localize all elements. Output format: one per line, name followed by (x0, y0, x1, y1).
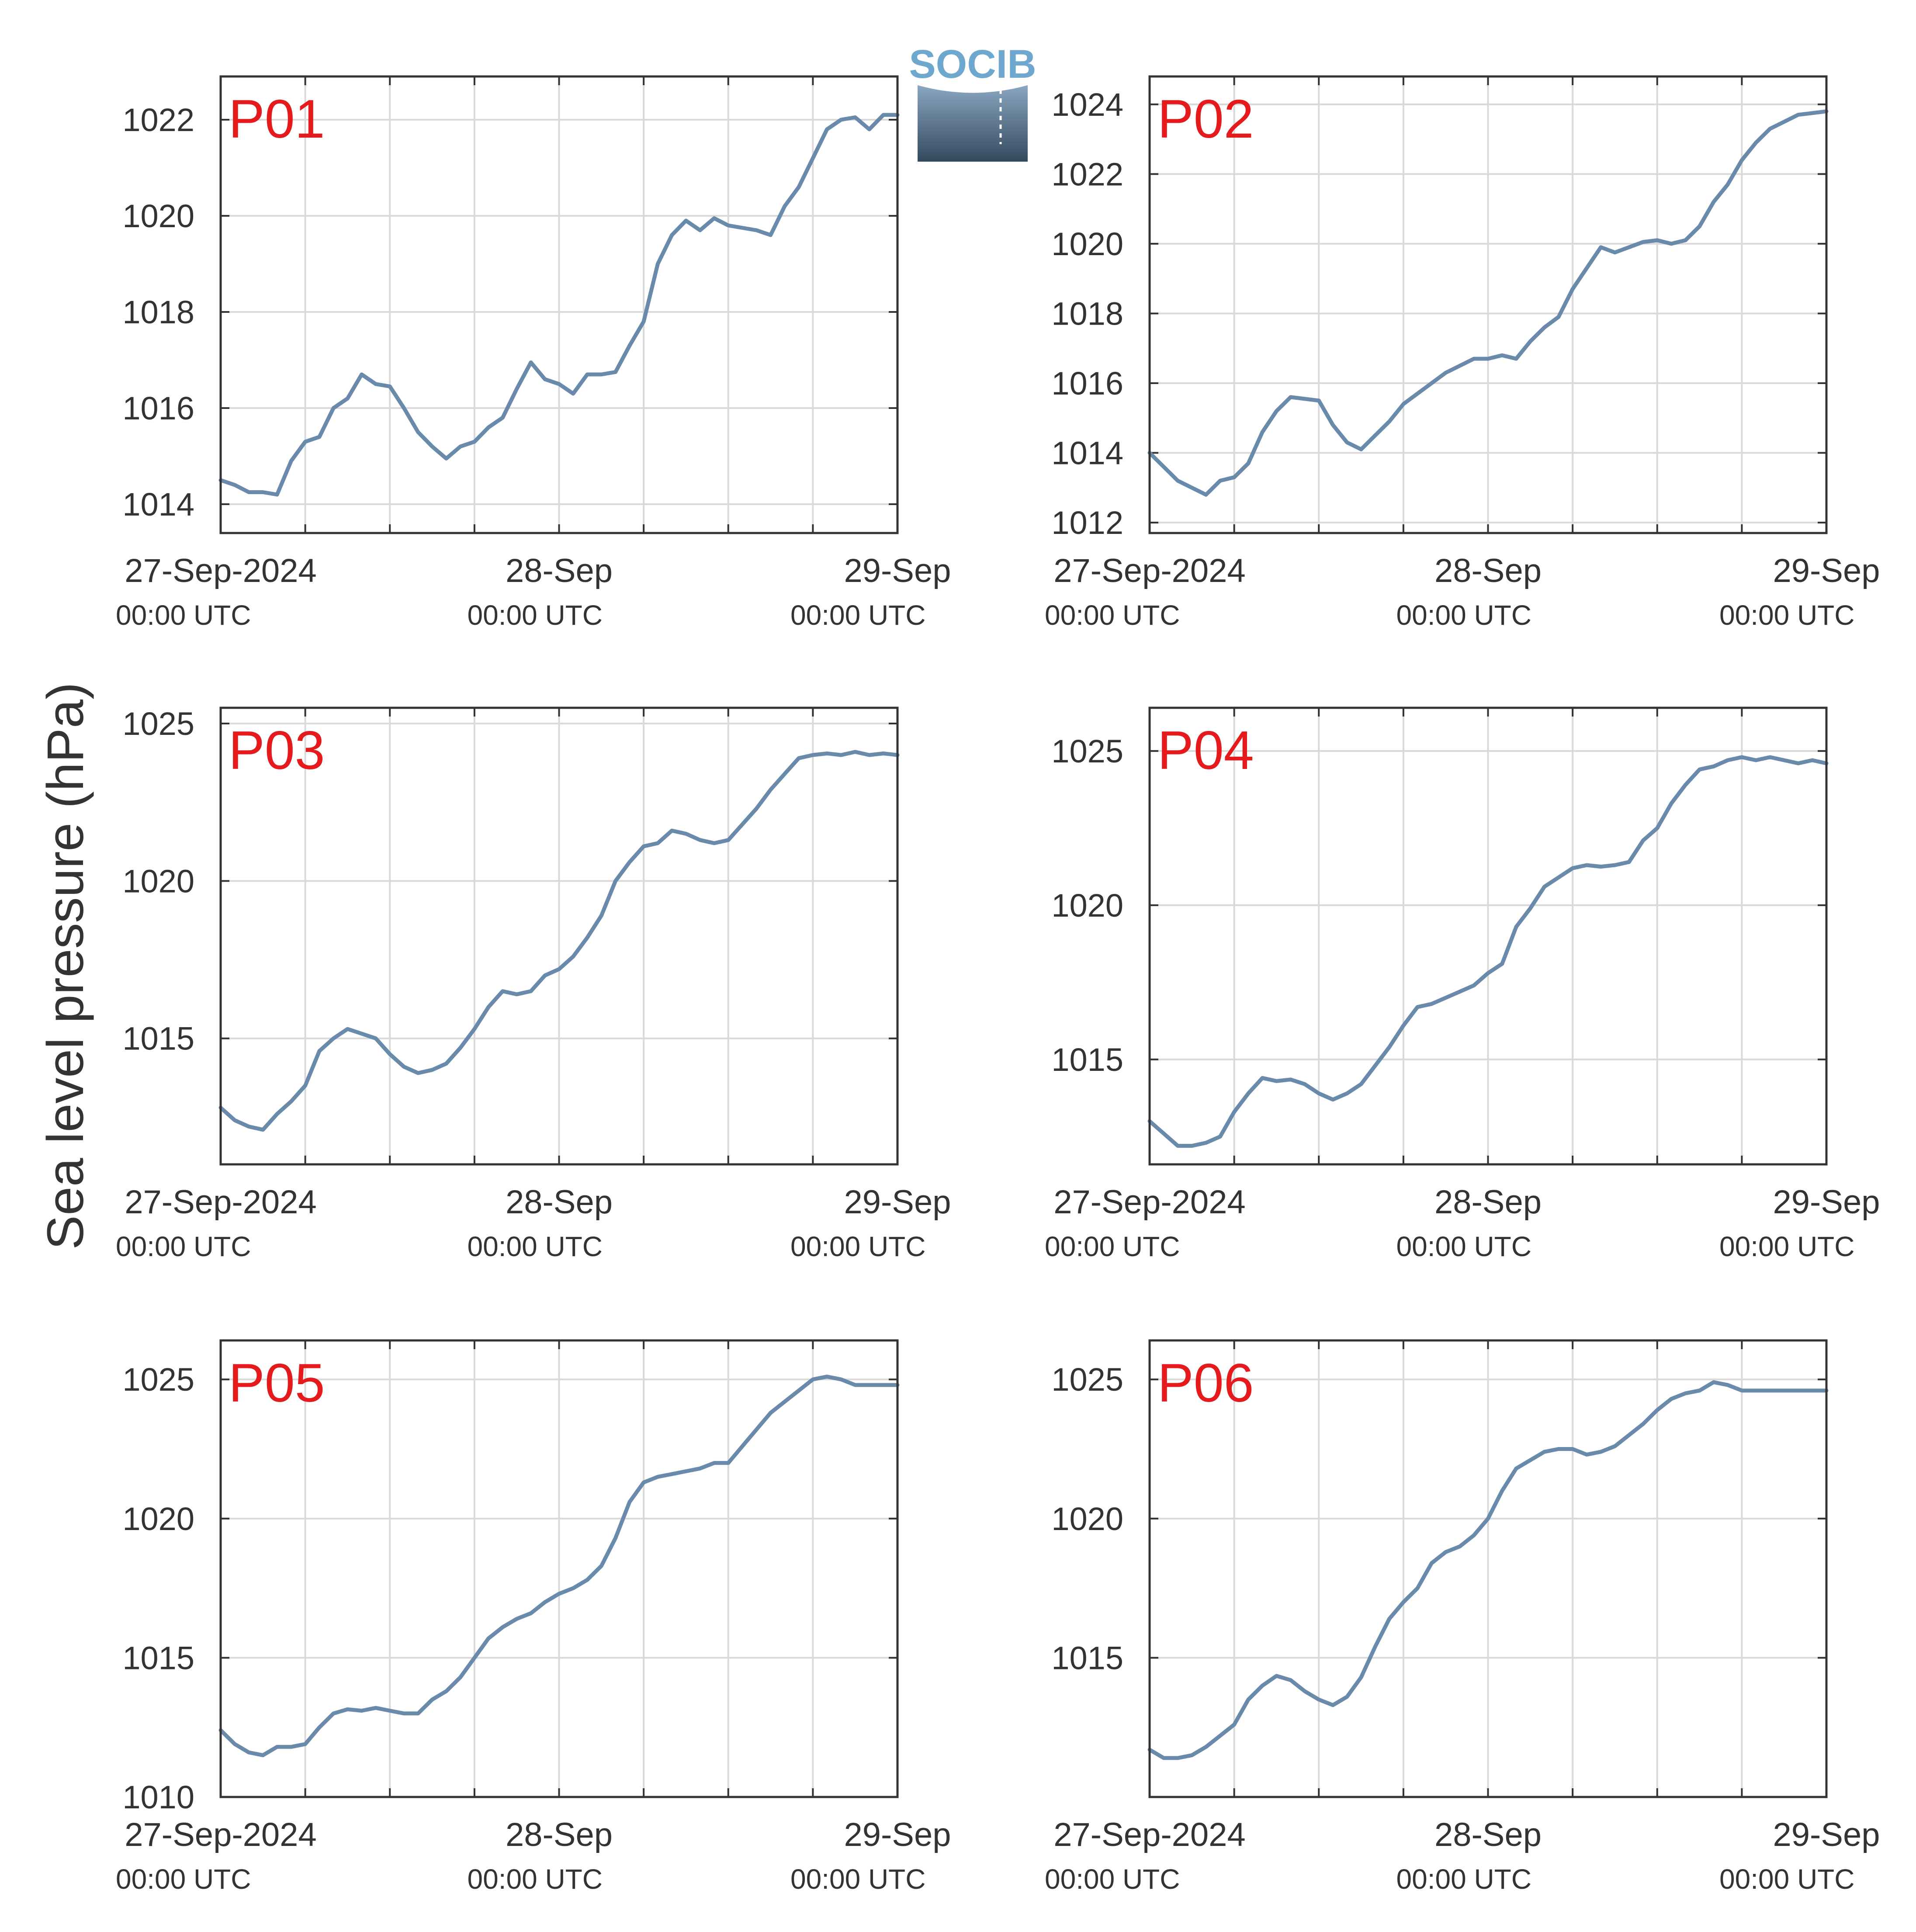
panel-p04: 1015 1020 1025 P04 27-Sep-2024 00:00 UTC 28-Se… (1045, 706, 1880, 1262)
y-tick-label: 1020 (122, 1501, 194, 1537)
panel-p06: 1015 1020 1025 P06 27-Sep-2024 00:00 UTC 28-Se… (1045, 1339, 1880, 1895)
plot-frame (219, 706, 899, 1166)
y-tick-label: 1024 (1051, 87, 1123, 123)
y-axis-label: Sea level pressure (hPa) (37, 682, 94, 1250)
x-tick-sublabel: 00:00 UTC (1045, 599, 1180, 631)
y-tick-label: 1015 (1051, 1640, 1123, 1676)
y-tick-label: 1014 (1051, 435, 1123, 471)
x-tick-sublabel: 00:00 UTC (1719, 1231, 1854, 1262)
y-tick-label: 1022 (1051, 156, 1123, 192)
x-tick-sublabel: 00:00 UTC (1045, 1863, 1180, 1895)
series-line (1147, 1380, 1829, 1760)
x-tick-label: 27-Sep-2024 (125, 1816, 316, 1853)
x-tick-sublabel: 00:00 UTC (468, 599, 603, 631)
panel-title: P04 (1157, 720, 1254, 781)
series-line (1147, 109, 1829, 497)
y-tick-label: 1025 (1051, 733, 1123, 769)
series-line (1147, 755, 1829, 1148)
plot-frame (219, 1339, 899, 1798)
panels: 1014 1016 1018 1020 1022 P01 27-Sep-2024 00:00 … (116, 75, 1880, 1895)
x-tick-sublabel: 00:00 UTC (1396, 1231, 1531, 1262)
y-tick-label: 1012 (1051, 505, 1123, 541)
x-tick-label: 29-Sep (844, 1816, 951, 1853)
y-tick-label: 1016 (1051, 365, 1123, 402)
panel-p01: 1014 1016 1018 1020 1022 P01 27-Sep-2024 00:00 … (116, 75, 951, 631)
x-tick-label: 28-Sep (506, 1184, 613, 1221)
y-tick-label: 1020 (1051, 1501, 1123, 1537)
x-tick-label: 27-Sep-2024 (1053, 1816, 1245, 1853)
x-tick-label: 28-Sep (506, 552, 613, 589)
x-tick-sublabel: 00:00 UTC (790, 1863, 925, 1895)
x-tick-label: 28-Sep (1434, 552, 1542, 589)
x-tick-sublabel: 00:00 UTC (468, 1231, 603, 1262)
panel-p02: 1012 1014 1016 1018 1020 1022 1024 P02 27-Sep-20… (1045, 75, 1880, 631)
y-tick-label: 1015 (122, 1021, 194, 1057)
y-tick-label: 1015 (1051, 1042, 1123, 1078)
x-tick-label: 28-Sep (506, 1816, 613, 1853)
x-tick-sublabel: 00:00 UTC (116, 1231, 251, 1262)
x-tick-sublabel: 00:00 UTC (1719, 599, 1854, 631)
x-tick-sublabel: 00:00 UTC (1719, 1863, 1854, 1895)
logo-wave-shape (918, 85, 1028, 162)
y-tick-label: 1022 (122, 102, 194, 138)
series-line (218, 113, 900, 497)
y-tick-label: 1014 (122, 486, 194, 523)
series-line (218, 1375, 900, 1757)
y-tick-label: 1020 (122, 863, 194, 899)
x-tick-label: 29-Sep (844, 552, 951, 589)
y-tick-label: 1010 (122, 1779, 194, 1815)
plot-frame (1148, 75, 1828, 534)
y-tick-label: 1025 (122, 706, 194, 742)
y-tick-label: 1018 (122, 294, 194, 330)
x-tick-sublabel: 00:00 UTC (790, 599, 925, 631)
series-line (218, 750, 900, 1132)
x-tick-label: 29-Sep (1773, 1184, 1880, 1221)
plot-frame (1148, 706, 1828, 1166)
socib-logo: SOCIB (909, 42, 1036, 162)
panel-title: P05 (229, 1353, 325, 1413)
plot-frame (1148, 1339, 1828, 1798)
x-tick-sublabel: 00:00 UTC (116, 599, 251, 631)
x-tick-label: 27-Sep-2024 (1053, 552, 1245, 589)
x-tick-label: 28-Sep (1434, 1184, 1542, 1221)
x-tick-sublabel: 00:00 UTC (790, 1231, 925, 1262)
x-tick-sublabel: 00:00 UTC (116, 1863, 251, 1895)
x-tick-sublabel: 00:00 UTC (1396, 599, 1531, 631)
y-tick-label: 1018 (1051, 295, 1123, 332)
x-tick-sublabel: 00:00 UTC (1396, 1863, 1531, 1895)
y-tick-label: 1025 (122, 1361, 194, 1398)
y-tick-label: 1020 (1051, 887, 1123, 924)
panel-p03: 1015 1020 1025 P03 27-Sep-2024 00:00 UTC 28-Se… (116, 706, 951, 1262)
panel-title: P03 (229, 720, 325, 781)
y-tick-label: 1015 (122, 1640, 194, 1676)
x-tick-sublabel: 00:00 UTC (468, 1863, 603, 1895)
y-tick-label: 1020 (1051, 226, 1123, 262)
logo-text: SOCIB (909, 42, 1036, 87)
x-tick-label: 28-Sep (1434, 1816, 1542, 1853)
plot-frame (219, 75, 899, 534)
x-tick-label: 27-Sep-2024 (125, 1184, 316, 1221)
panel-title: P06 (1157, 1353, 1254, 1413)
x-tick-label: 29-Sep (844, 1184, 951, 1221)
y-tick-label: 1025 (1051, 1361, 1123, 1398)
panel-p05: 1010 1015 1020 1025 P05 27-Sep-2024 00:00 UTC 2… (116, 1339, 951, 1895)
y-tick-label: 1020 (122, 198, 194, 234)
x-tick-label: 29-Sep (1773, 552, 1880, 589)
x-tick-label: 29-Sep (1773, 1816, 1880, 1853)
x-tick-label: 27-Sep-2024 (125, 552, 316, 589)
y-tick-label: 1016 (122, 390, 194, 426)
x-tick-sublabel: 00:00 UTC (1045, 1231, 1180, 1262)
panel-title: P02 (1157, 89, 1254, 149)
panel-title: P01 (229, 89, 325, 149)
x-tick-label: 27-Sep-2024 (1053, 1184, 1245, 1221)
